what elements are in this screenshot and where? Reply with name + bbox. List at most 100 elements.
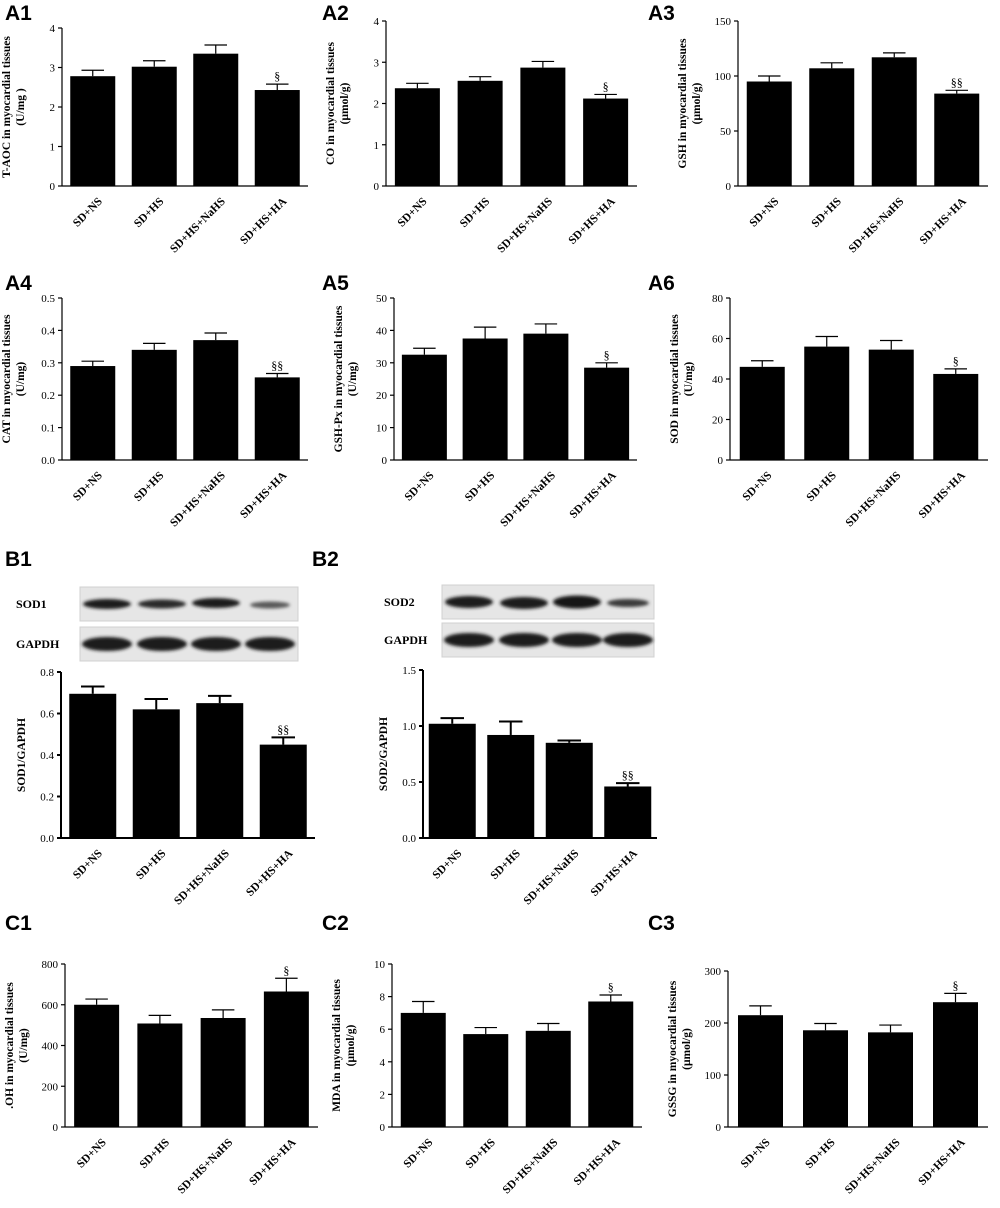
chart-c3-y-label: GSSG in myocardial tissues [667, 980, 679, 1117]
chart-b2-y-tick-label: 1.0 [402, 721, 416, 733]
chart-a3-bar [871, 57, 917, 186]
chart-c3-category-label: SD+NS [739, 1137, 773, 1171]
chart-a3-bar [809, 68, 855, 186]
blot-b2-band [445, 596, 493, 608]
chart-b1-bar [196, 703, 244, 838]
chart-a4-y-tick-label: 0.5 [41, 293, 55, 305]
chart-a1-category-label: SD+NS [71, 196, 105, 230]
chart-b2-y-label: SOD2/GAPDH [378, 717, 390, 791]
chart-a3-y-tick-label: 50 [720, 126, 732, 138]
chart-c2: 0 2 4 6 8 10 MDA in myocardial tissues (μmol/g)… [331, 959, 642, 1196]
chart-c3-y-tick-label: 100 [705, 1070, 722, 1082]
blot-b1: SOD1 GAPDH [16, 586, 299, 662]
chart-b2-category-label: SD+HS [488, 848, 522, 882]
chart-a6-y-tick-label: 20 [712, 415, 724, 427]
chart-a4-y-label: (U/mg) [15, 362, 27, 397]
chart-b1-bar [259, 744, 307, 838]
chart-a1-bar [70, 76, 116, 186]
chart-c2-significance-mark: § [608, 980, 614, 994]
chart-b1-bar [132, 709, 180, 838]
chart-b2-bar [604, 786, 652, 838]
chart-c2-bar [463, 1034, 509, 1127]
chart-c1-bar [263, 991, 309, 1127]
panel-label-b2: B2 [312, 548, 339, 571]
chart-a4-significance-mark: §§ [271, 358, 283, 372]
chart-a6-category-label: SD+HS+HA [917, 469, 969, 521]
chart-c1-category-label: SD+HS [138, 1137, 172, 1171]
chart-c3-bar [933, 1002, 978, 1127]
chart-a6-y-label: SOD in myocardial tissues [669, 314, 681, 444]
chart-b1-y-tick-label: 0.0 [40, 833, 54, 845]
chart-a2-bar [394, 88, 440, 186]
chart-a2: 0 1 2 3 4 CO in myocardial tissues (μmol/g) SD+… [325, 16, 637, 255]
chart-a5-category-label: SD+HS+NaHS [498, 470, 558, 530]
chart-a5-category-label: SD+HS+HA [568, 469, 620, 521]
chart-a4-category-label: SD+HS+HA [238, 469, 290, 521]
blot-b2-band [553, 595, 601, 609]
chart-a5-y-tick-label: 50 [376, 293, 388, 305]
chart-a2-y-label: CO in myocardial tissues [325, 41, 337, 165]
chart-c2-bar [400, 1012, 446, 1127]
panel-label-a5: A5 [322, 272, 349, 295]
blot-b1-gapdh-band [82, 637, 132, 651]
chart-c1: 0 200 400 600 800 .OH in myocardial tissues (U… [4, 959, 318, 1196]
panel-label-a3: A3 [648, 2, 675, 25]
blot-b1-gapdh-band [137, 637, 187, 651]
chart-c2-category-label: SD+NS [401, 1137, 435, 1171]
chart-a5-category-label: SD+HS [463, 470, 497, 504]
chart-b1-category-label: SD+NS [71, 848, 105, 882]
panel-label-c2: C2 [322, 912, 349, 935]
chart-c3-category-label: SD+HS+HA [916, 1136, 968, 1188]
chart-a3-y-label: (μmol/g) [691, 83, 703, 125]
chart-a4-y-label: CAT in myocardial tissues [1, 314, 13, 443]
chart-c2-y-label: MDA in myocardial tissues [331, 979, 343, 1112]
chart-a5-y-label: (U/mg) [347, 362, 359, 397]
chart-a6-y-label: (U/mg) [683, 362, 695, 397]
chart-a5-bar [584, 367, 630, 460]
chart-a3-category-label: SD+NS [747, 196, 781, 230]
chart-c1-bar [74, 1004, 120, 1127]
blot-b2: SOD2 GAPDH [384, 584, 655, 658]
chart-a6-y-tick-label: 80 [712, 293, 724, 305]
chart-a4-bar [131, 349, 177, 460]
chart-c3-y-tick-label: 200 [705, 1018, 722, 1030]
chart-c3-significance-mark: § [953, 978, 959, 992]
chart-b2-category-label: SD+HS+HA [589, 847, 641, 899]
chart-a5-y-tick-label: 0 [382, 455, 388, 467]
blot-b1-control-label: GAPDH [16, 637, 60, 651]
chart-a6-y-tick-label: 60 [712, 334, 724, 346]
chart-b1-y-label: SOD1/GAPDH [16, 718, 28, 792]
chart-a6-y-tick-label: 0 [718, 455, 724, 467]
chart-a1-y-tick-label: 1 [50, 142, 56, 154]
chart-a4-category-label: SD+NS [71, 470, 105, 504]
chart-c3-y-tick-label: 0 [716, 1122, 722, 1134]
chart-b1-category-label: SD+HS+HA [244, 847, 296, 899]
chart-b2-bar [487, 734, 535, 838]
chart-a5-y-label: GSH-Px in myocardial tissues [333, 305, 345, 452]
chart-a4-bar [193, 340, 239, 460]
chart-a5-bar [523, 333, 569, 460]
chart-b1-y-tick-label: 0.6 [40, 709, 54, 721]
chart-a3-y-tick-label: 100 [715, 71, 732, 83]
chart-a1-y-tick-label: 4 [50, 23, 56, 35]
chart-a5: 0 10 20 30 40 50 GSH-Px in myocardial tissues(… [333, 293, 637, 529]
chart-a6-bar [933, 373, 979, 460]
chart-b2-bar [428, 723, 476, 838]
chart-c1-significance-mark: § [283, 963, 289, 977]
chart-a6-significance-mark: § [953, 354, 959, 368]
chart-a1: 0 1 2 3 4 T-AOC in myocardial tissues (U/mg ) S… [1, 23, 308, 255]
chart-a1-y-label: T-AOC in myocardial tissues [1, 36, 13, 178]
chart-c3-category-label: SD+HS [803, 1137, 837, 1171]
chart-c1-category-label: SD+HS+HA [247, 1136, 299, 1188]
chart-a3-bar [934, 93, 980, 186]
chart-c1-y-tick-label: 600 [42, 1000, 59, 1012]
chart-c3-bar [803, 1030, 848, 1127]
blot-b1-band [192, 598, 240, 608]
panel-label-b1: B1 [5, 548, 32, 571]
blot-b2-band [500, 597, 548, 609]
chart-c2-bar [525, 1030, 571, 1127]
panel-label-a6: A6 [648, 272, 675, 295]
chart-a2-y-label: (μmol/g) [339, 83, 351, 125]
